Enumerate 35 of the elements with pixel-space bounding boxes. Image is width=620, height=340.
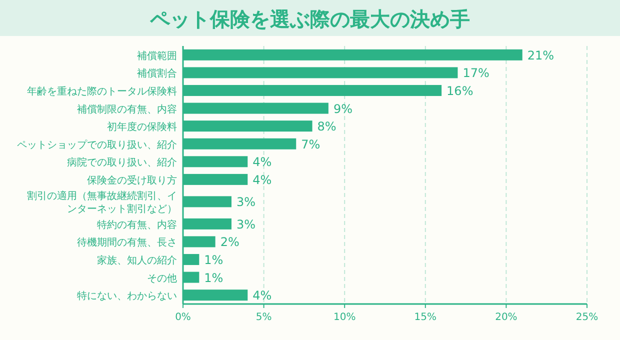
y-tick-label: その他 [147,272,177,284]
y-tick-label: 補償制限の有無、内容 [77,103,177,116]
x-tick-label: 25% [576,312,598,323]
data-label: 4% [252,288,272,303]
y-tick-label: 特約の有無、内容 [97,218,177,231]
y-tick-label: 家族、知人の紹介 [97,254,177,267]
data-label: 7% [301,137,320,152]
y-tick-label: 割引の適用（無事故継続割引、インターネット割引など） [27,190,177,216]
y-tick-label: 病院での取り扱い、紹介 [67,156,177,169]
data-label: 3% [236,217,256,232]
x-tick-label: 20% [495,312,518,323]
data-label: 1% [204,270,224,285]
x-tick-label: 5% [256,312,272,323]
chart-title: ペット保険を選ぶ際の最大の決め手 [149,7,470,31]
data-label: 16% [446,84,474,98]
x-tick-label: 10% [333,312,356,323]
data-label: 4% [252,155,272,170]
data-label: 2% [220,235,240,250]
y-tick-label: 特にない、わからない [77,290,177,302]
y-tick-label: ペットショップでの取り扱い、紹介 [17,138,177,151]
y-tick-label: 保険金の受け取り方 [87,174,177,186]
data-label: 1% [204,253,224,268]
data-label: 4% [252,172,272,187]
x-tick-label: 0% [175,312,191,323]
y-tick-label: 待機期間の有無、長さ [77,236,177,249]
y-tick-label: 年齢を重ねた際のトータル保険料 [27,85,177,98]
y-tick-label: 初年度の保険料 [107,121,177,134]
y-tick-label: 補償範囲 [137,50,177,62]
x-tick-label: 15% [414,312,437,323]
y-tick-label: 補償割合 [137,68,177,80]
data-label: 3% [236,195,256,210]
data-label: 21% [527,48,554,62]
data-label: 17% [462,66,490,80]
data-label: 8% [317,120,336,134]
data-label: 9% [333,102,352,116]
